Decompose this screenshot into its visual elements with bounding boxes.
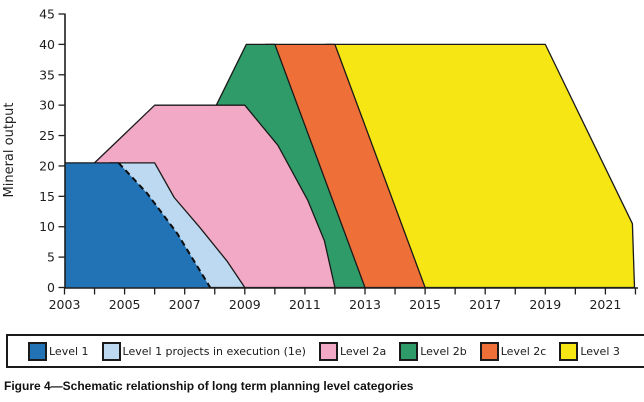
y-tick-label-45: 45 [39, 6, 55, 21]
x-tick-label-2019: 2019 [529, 297, 561, 312]
legend-swatch-level-1 [28, 341, 47, 361]
y-tick-label-15: 15 [39, 189, 55, 204]
y-axis-title: Mineral output [2, 103, 17, 198]
x-tick-label-2003: 2003 [49, 297, 81, 312]
legend-label-level-3: Level 3 [580, 344, 620, 358]
x-tick-label-2007: 2007 [169, 297, 201, 312]
figure-caption: Figure 4—Schematic relationship of long … [4, 379, 414, 393]
x-tick-label-2009: 2009 [229, 297, 261, 312]
legend-swatch-level-2a [318, 341, 338, 361]
x-tick-label-2005: 2005 [109, 297, 141, 312]
legend-label-level-1: Level 1 [49, 344, 89, 358]
legend-swatch-level-1e [101, 341, 121, 361]
legend-label-level-2a: Level 2a [339, 344, 387, 358]
y-tick-label-0: 0 [47, 280, 55, 295]
x-tick-label-2017: 2017 [469, 297, 501, 312]
legend-label-level-1e: Level 1 projects in execution (1e) [122, 344, 306, 358]
y-tick-label-35: 35 [39, 67, 55, 82]
x-tick-label-2011: 2011 [289, 297, 321, 312]
y-tick-label-5: 5 [47, 250, 55, 265]
legend-swatch-level-2b [399, 341, 419, 361]
x-tick-label-2021: 2021 [589, 297, 621, 312]
legend-swatch-level-3 [559, 341, 579, 361]
legend-item-level-2c: Level 2c [479, 341, 547, 361]
legend-item-level-2b: Level 2b [399, 341, 467, 361]
level1-dashed-boundary [117, 162, 212, 289]
chart-svg: 2003 2005 2007 2009 2011 2013 2015 2017 2019 2021… [2, 6, 638, 312]
x-tick-label-2015: 2015 [409, 297, 441, 312]
y-tick-label-20: 20 [39, 158, 55, 173]
legend-swatch-level-2c [479, 341, 499, 361]
x-tick-label-2013: 2013 [349, 297, 381, 312]
legend-item-level-1e: Level 1 projects in execution (1e) [101, 341, 306, 361]
legend-item-level-1: Level 1 [28, 341, 89, 361]
legend-label-level-2b: Level 2b [420, 344, 467, 358]
y-tick-label-30: 30 [39, 98, 55, 113]
legend-label-level-2c: Level 2c [500, 344, 547, 358]
legend-item-level-3: Level 3 [559, 341, 620, 361]
legend-item-level-2a: Level 2a [318, 341, 387, 361]
y-tick-label-10: 10 [39, 219, 55, 234]
chart-legend: Level 1 Level 1 projects in execution (1… [6, 334, 644, 368]
area-level-1 [64, 162, 211, 288]
y-tick-label-40: 40 [39, 37, 55, 52]
y-tick-label-25: 25 [39, 128, 55, 143]
